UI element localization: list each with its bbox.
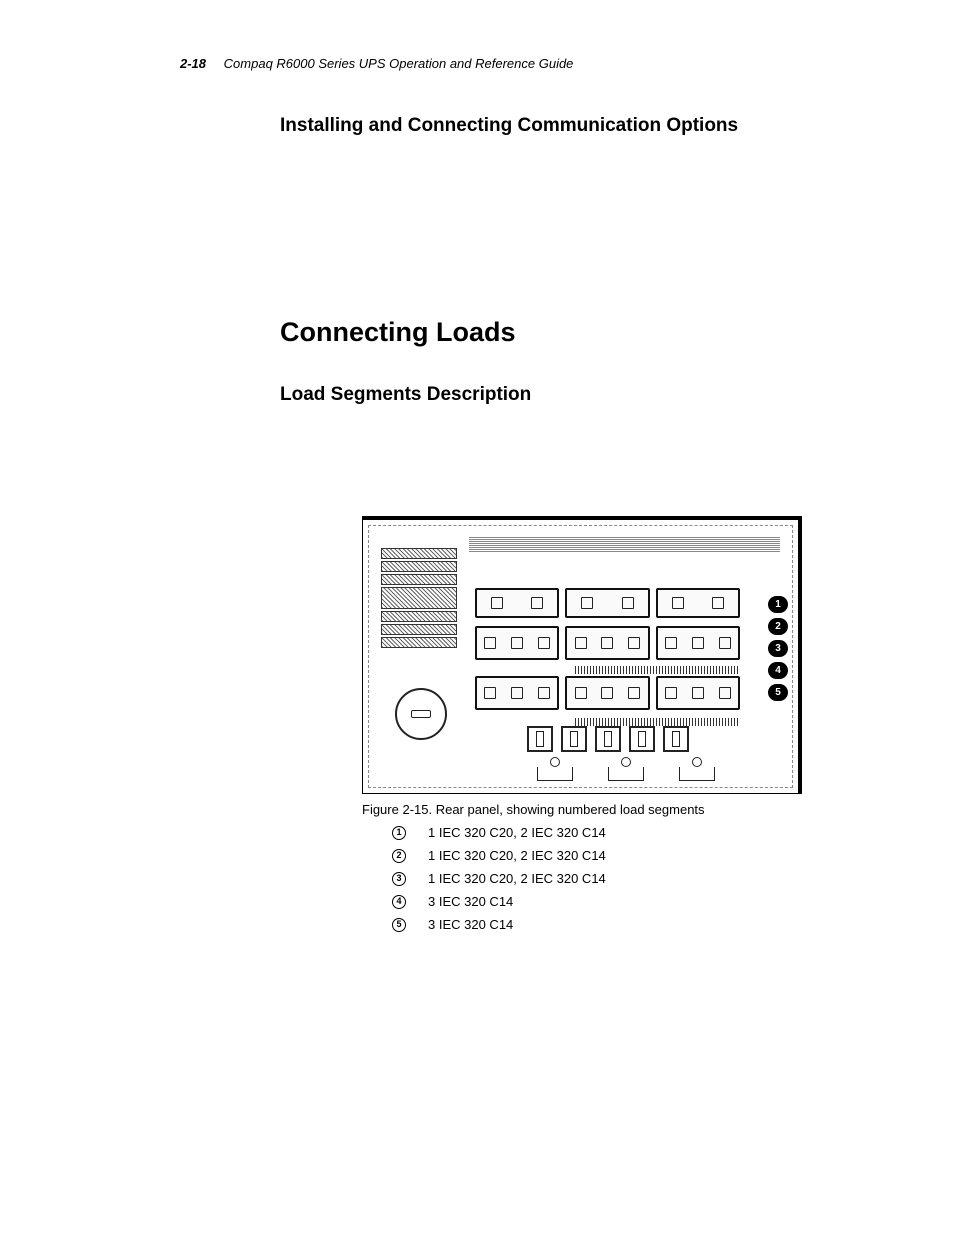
left-module-stack [381,548,457,707]
legend-number-icon: 4 [392,895,406,909]
heading-level-2: Installing and Connecting Communication … [280,115,870,137]
callout-badge: 4 [768,662,788,679]
running-header: 2-18 Compaq R6000 Series UPS Operation a… [180,56,870,71]
legend-row: 1 1 IEC 320 C20, 2 IEC 320 C14 [392,825,802,840]
divider-strip [575,718,740,726]
callout-stack: 1 2 3 4 5 [768,596,788,701]
legend-number-icon: 1 [392,826,406,840]
diagram-outline [369,526,792,787]
legend-number-icon: 2 [392,849,406,863]
legend: 1 1 IEC 320 C20, 2 IEC 320 C14 2 1 IEC 3… [392,825,802,932]
legend-row: 4 3 IEC 320 C14 [392,894,802,909]
legend-text: 3 IEC 320 C14 [428,917,513,932]
heading-level-3: Load Segments Description [280,384,870,406]
legend-row: 5 3 IEC 320 C14 [392,917,802,932]
legend-row: 2 1 IEC 320 C20, 2 IEC 320 C14 [392,848,802,863]
input-connector-icon [395,688,447,740]
legend-text: 3 IEC 320 C14 [428,894,513,909]
legend-number-icon: 5 [392,918,406,932]
legend-number-icon: 3 [392,872,406,886]
legend-text: 1 IEC 320 C20, 2 IEC 320 C14 [428,871,606,886]
callout-badge: 1 [768,596,788,613]
doc-title: Compaq R6000 Series UPS Operation and Re… [224,56,574,71]
segment-row-1 [475,588,740,618]
mounting-feet [519,767,732,781]
callout-badge: 3 [768,640,788,657]
divider-strip [575,666,740,674]
breaker-row [495,726,720,752]
figure: 1 2 3 4 5 Figure 2-15. Rear panel, showi… [362,516,802,932]
legend-text: 1 IEC 320 C20, 2 IEC 320 C14 [428,848,606,863]
callout-badge: 5 [768,684,788,701]
legend-text: 1 IEC 320 C20, 2 IEC 320 C14 [428,825,606,840]
page-number: 2-18 [180,56,206,71]
legend-row: 3 1 IEC 320 C20, 2 IEC 320 C14 [392,871,802,886]
figure-frame: 1 2 3 4 5 [362,516,802,794]
heading-level-1: Connecting Loads [280,317,870,348]
callout-badge: 2 [768,618,788,635]
figure-caption: Figure 2-15. Rear panel, showing numbere… [362,802,802,817]
segment-row-2 [475,626,740,660]
segment-row-3 [475,676,740,710]
